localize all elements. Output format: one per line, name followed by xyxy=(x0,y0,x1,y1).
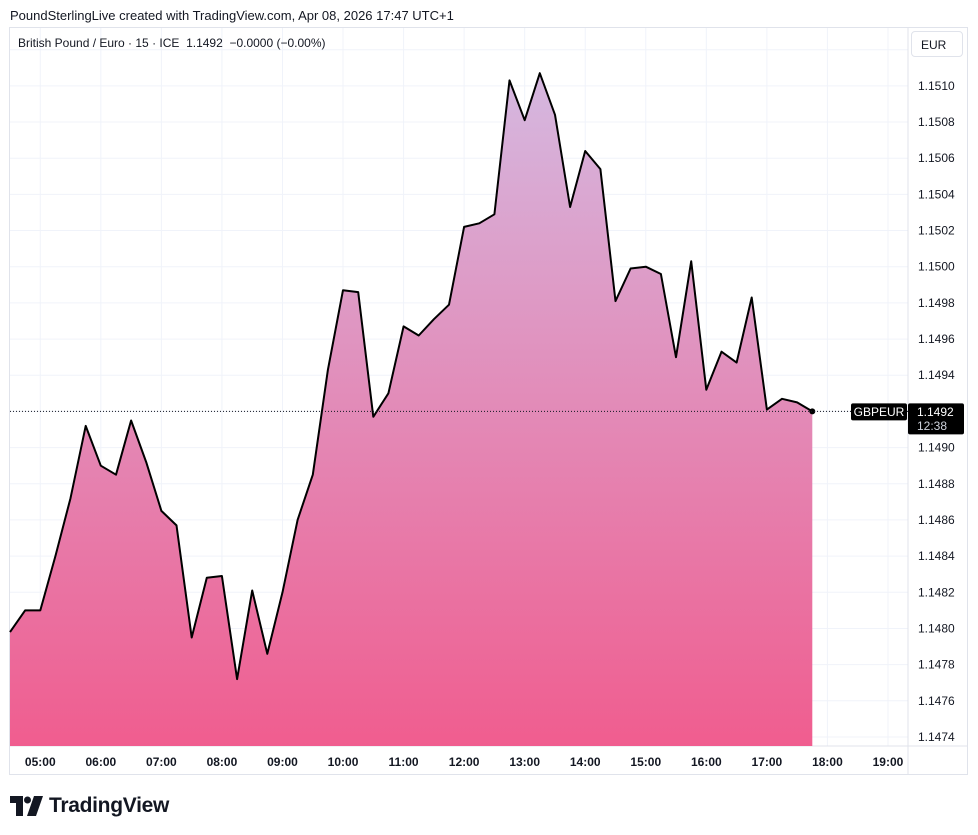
y-tick-label: 1.1504 xyxy=(918,187,955,201)
tradingview-logo-icon xyxy=(10,796,43,816)
x-tick-label: 07:00 xyxy=(146,755,177,769)
y-tick-label: 1.1488 xyxy=(918,477,955,491)
y-tick-label: 1.1484 xyxy=(918,549,955,563)
x-tick-label: 13:00 xyxy=(509,755,540,769)
y-tick-label: 1.1508 xyxy=(918,115,955,129)
x-tick-label: 16:00 xyxy=(691,755,722,769)
x-tick-label: 10:00 xyxy=(328,755,359,769)
y-tick-label: 1.1500 xyxy=(918,260,955,274)
y-tick-label: 1.1496 xyxy=(918,332,955,346)
x-tick-label: 17:00 xyxy=(752,755,783,769)
y-tick-label: 1.1506 xyxy=(918,151,955,165)
y-tick-label: 1.1480 xyxy=(918,621,955,635)
y-tick-label: 1.1502 xyxy=(918,224,955,238)
price-tag-bg xyxy=(908,403,964,435)
x-tick-label: 14:00 xyxy=(570,755,601,769)
y-tick-label: 1.1510 xyxy=(918,79,955,93)
price-line xyxy=(9,72,813,681)
price-tag-countdown: 12:38 xyxy=(917,419,947,433)
symbol-tag-text: GBPEUR xyxy=(854,405,905,419)
y-tick-label: 1.1474 xyxy=(918,730,955,744)
x-tick-label: 15:00 xyxy=(630,755,661,769)
y-tick-label: 1.1486 xyxy=(918,513,955,527)
symbol-legend[interactable]: British Pound / Euro · 15 · ICE 1.1492 −… xyxy=(18,36,326,50)
symbol-tag-bg xyxy=(851,403,907,421)
x-tick-label: 09:00 xyxy=(267,755,298,769)
y-tick-label: 1.1490 xyxy=(918,441,955,455)
y-tick-label: 1.1476 xyxy=(918,694,955,708)
x-tick-label: 05:00 xyxy=(25,755,56,769)
x-tick-label: 19:00 xyxy=(873,755,904,769)
x-tick-label: 18:00 xyxy=(812,755,843,769)
x-tick-label: 12:00 xyxy=(449,755,480,769)
x-tick-label: 08:00 xyxy=(207,755,238,769)
x-tick-label: 11:00 xyxy=(389,755,419,769)
y-tick-label: 1.1498 xyxy=(918,296,955,310)
y-tick-label: 1.1482 xyxy=(918,585,955,599)
tradingview-logo[interactable]: TradingView xyxy=(10,794,169,818)
x-tick-label: 06:00 xyxy=(85,755,116,769)
chart-credit: PoundSterlingLive created with TradingVi… xyxy=(10,8,454,23)
price-area xyxy=(10,73,813,746)
last-price-dot xyxy=(809,408,816,415)
price-tag-value: 1.1492 xyxy=(917,405,954,419)
tradingview-logo-text: TradingView xyxy=(49,794,170,817)
y-tick-label: 1.1478 xyxy=(918,658,955,672)
chart-frame xyxy=(9,27,968,775)
currency-button[interactable]: EUR xyxy=(911,31,963,57)
y-tick-label: 1.1494 xyxy=(918,368,955,382)
